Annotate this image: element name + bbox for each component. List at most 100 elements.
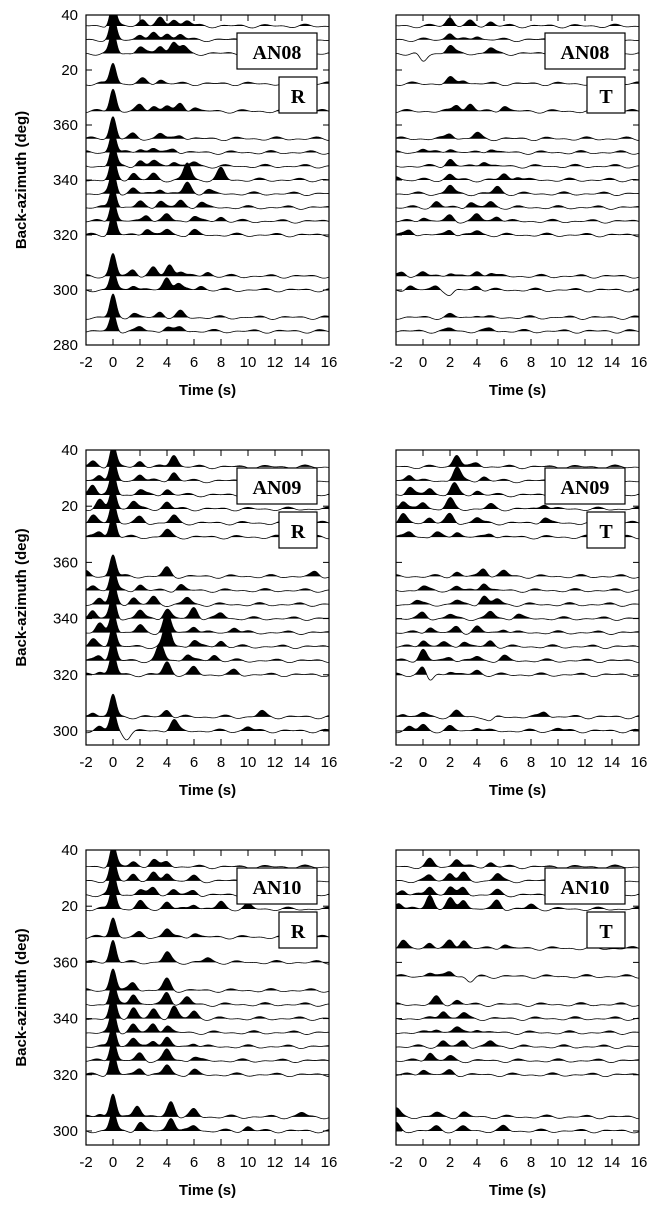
component-label-box xyxy=(586,911,626,949)
trace-26-fill xyxy=(86,30,329,54)
component-label: R xyxy=(291,521,306,543)
trace--55-line xyxy=(86,693,329,720)
x-tick-label: 14 xyxy=(604,1154,621,1171)
trace-34-line xyxy=(86,450,329,470)
trace--15-line xyxy=(86,143,329,169)
y-tick-label: 320 xyxy=(53,227,78,244)
trace--40-fill xyxy=(396,229,639,235)
trace-34-fill xyxy=(86,850,329,867)
trace-0-line xyxy=(86,939,329,965)
trace--15-fill xyxy=(86,981,329,1005)
x-tick-label: 4 xyxy=(473,754,481,771)
panel-an08-r: -2 0 2 4 6 8 10 12 14 16 Time (s) 40 20 360 340 320 300 2… xyxy=(13,7,338,399)
trace--55-fill xyxy=(86,253,329,277)
station-label-box xyxy=(236,867,318,905)
trace--30-fill xyxy=(86,1025,329,1047)
x-tick-label: 8 xyxy=(217,354,225,371)
y-tick-label: 360 xyxy=(53,954,78,971)
traces-group xyxy=(86,850,329,1134)
x-tick-label: 14 xyxy=(294,354,311,371)
x-tick-label: 4 xyxy=(163,354,171,371)
trace-9-fill xyxy=(86,515,329,538)
trace--25-fill xyxy=(396,1026,639,1033)
trace--10-line xyxy=(396,583,639,593)
trace--15-fill xyxy=(86,580,329,605)
y-axis-title: Back-azimuth (deg) xyxy=(13,928,30,1066)
station-label: AN10 xyxy=(253,877,302,899)
x-tick-label: 2 xyxy=(446,754,454,771)
trace--5-fill xyxy=(396,971,639,977)
y-tick-label: 20 xyxy=(61,498,78,515)
x-tick-label: 0 xyxy=(109,1154,117,1171)
trace--15-line xyxy=(86,981,329,1007)
trace--20-fill xyxy=(86,595,329,619)
x-tick-label: 16 xyxy=(321,754,338,771)
trace--10-fill xyxy=(396,583,639,591)
trace--20-fill xyxy=(396,1011,639,1019)
x-tick-label: 0 xyxy=(419,754,427,771)
x-tick-label: -2 xyxy=(79,1154,92,1171)
plot-frame xyxy=(85,449,330,746)
x-tick-label: 16 xyxy=(631,354,648,371)
trace-29-fill xyxy=(396,871,639,881)
x-tick-label: 12 xyxy=(577,754,594,771)
trace--30-fill xyxy=(396,640,639,647)
trace-19-line xyxy=(86,886,329,912)
x-tick-label: 16 xyxy=(631,1154,648,1171)
x-tick-label: 0 xyxy=(419,1154,427,1171)
x-tick-label: 4 xyxy=(163,754,171,771)
x-axis-title: Time (s) xyxy=(489,782,546,799)
x-tick-label: 0 xyxy=(109,354,117,371)
station-label: AN08 xyxy=(253,42,302,64)
trace--20-fill xyxy=(86,994,329,1019)
component-label: R xyxy=(291,921,306,943)
x-tick-label: 16 xyxy=(321,354,338,371)
trace--30-fill xyxy=(86,620,329,647)
trace--20-line xyxy=(86,155,329,183)
trace--75-fill xyxy=(86,312,329,332)
trace--5-fill xyxy=(86,116,329,139)
x-tick-label: -2 xyxy=(79,354,92,371)
trace--20-line xyxy=(396,173,639,183)
y-tick-label: 40 xyxy=(61,842,78,859)
station-label-box xyxy=(544,32,626,70)
trace-24-fill xyxy=(396,482,639,495)
x-tick-label: 4 xyxy=(473,1154,481,1171)
trace--10-line xyxy=(396,148,639,155)
trace-5-fill xyxy=(396,104,639,112)
x-tick-label: 12 xyxy=(267,1154,284,1171)
component-label-box xyxy=(278,511,318,549)
x-axis-title: Time (s) xyxy=(489,1182,546,1199)
trace--35-fill xyxy=(86,638,329,661)
plot-frame xyxy=(85,849,330,1146)
x-tick-label: 2 xyxy=(446,1154,454,1171)
y-tick-label: 280 xyxy=(53,337,78,354)
y-tick-label: 320 xyxy=(53,1067,78,1084)
trace--40-line xyxy=(396,229,639,238)
trace--60-fill xyxy=(396,1122,639,1131)
trace--60-line xyxy=(396,1121,639,1134)
y-axis-title: Back-azimuth (deg) xyxy=(13,528,30,666)
x-tick-label: 14 xyxy=(604,754,621,771)
trace--5-line xyxy=(86,116,329,142)
trace-29-fill xyxy=(396,466,639,481)
trace--25-fill xyxy=(396,185,639,194)
trace--55-line xyxy=(396,271,639,279)
trace-34-line xyxy=(86,850,329,870)
trace-26-fill xyxy=(396,45,639,54)
trace--40-line xyxy=(396,666,639,681)
component-label: R xyxy=(291,86,306,108)
station-label: AN09 xyxy=(561,477,610,499)
trace--25-line xyxy=(396,184,639,197)
panel-an10-t: -2 0 2 4 6 8 10 12 14 16 Time (s) AN10 T xyxy=(389,849,648,1199)
component-label-box xyxy=(278,76,318,114)
trace-36-fill xyxy=(396,17,639,26)
x-axis-title: Time (s) xyxy=(179,782,236,799)
trace--70-line xyxy=(396,312,639,320)
station-label-box xyxy=(236,32,318,70)
panel-an08-t: -2 0 2 4 6 8 10 12 14 16 Time (s) AN08 T xyxy=(389,14,648,399)
trace--10-fill xyxy=(86,968,329,991)
trace--10-line xyxy=(86,968,329,993)
trace--10-line xyxy=(86,567,329,593)
